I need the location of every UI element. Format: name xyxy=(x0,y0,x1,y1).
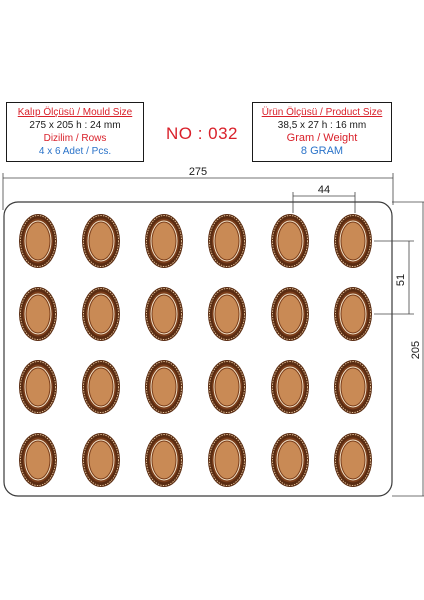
height-dimension: 205 xyxy=(392,201,424,497)
mould-size-title: Kalıp Ölçüsü / Mould Size xyxy=(17,107,133,118)
cavity xyxy=(208,287,246,341)
cavity xyxy=(145,433,183,487)
mould-tray xyxy=(3,201,393,497)
width-label: 275 xyxy=(189,166,207,178)
cavity xyxy=(145,287,183,341)
cavity xyxy=(19,287,57,341)
product-size-title: Ürün Ölçüsü / Product Size xyxy=(261,107,383,118)
cavity xyxy=(145,360,183,414)
spacing-x-label: 44 xyxy=(318,184,330,196)
rows-label: Dizilim / Rows xyxy=(43,133,107,144)
cavity xyxy=(208,433,246,487)
cavity xyxy=(271,433,309,487)
product-size-value: 38,5 x 27 h : 16 mm xyxy=(277,120,367,131)
weight-value: 8 GRAM xyxy=(300,145,344,157)
mould-size-box: Kalıp Ölçüsü / Mould Size 275 x 205 h : … xyxy=(6,102,144,162)
cavity xyxy=(334,214,372,268)
cavity xyxy=(334,287,372,341)
mould-size-value: 275 x 205 h : 24 mm xyxy=(29,120,121,131)
weight-label: Gram / Weight xyxy=(286,132,358,144)
cavity xyxy=(82,287,120,341)
cavity xyxy=(19,433,57,487)
cavity xyxy=(334,433,372,487)
cavity xyxy=(208,214,246,268)
spacing-x-dimension: 44 xyxy=(292,184,356,213)
cavity xyxy=(208,360,246,414)
cavity xyxy=(145,214,183,268)
cavity-grid xyxy=(19,214,372,487)
rows-value: 4 x 6 Adet / Pcs. xyxy=(38,146,112,157)
spacing-y-dimension: 51 xyxy=(374,240,414,315)
cavity xyxy=(271,360,309,414)
product-size-box: Ürün Ölçüsü / Product Size 38,5 x 27 h :… xyxy=(252,102,392,162)
cavity xyxy=(19,214,57,268)
width-dimension: 275 xyxy=(2,166,394,210)
cavity xyxy=(271,287,309,341)
cavity xyxy=(19,360,57,414)
cavity xyxy=(334,360,372,414)
cavity xyxy=(271,214,309,268)
height-label: 205 xyxy=(410,341,422,359)
cavity xyxy=(82,360,120,414)
spacing-y-label: 51 xyxy=(395,274,407,286)
model-number: NO : 032 xyxy=(165,124,239,143)
cavity xyxy=(82,433,120,487)
cavity xyxy=(82,214,120,268)
